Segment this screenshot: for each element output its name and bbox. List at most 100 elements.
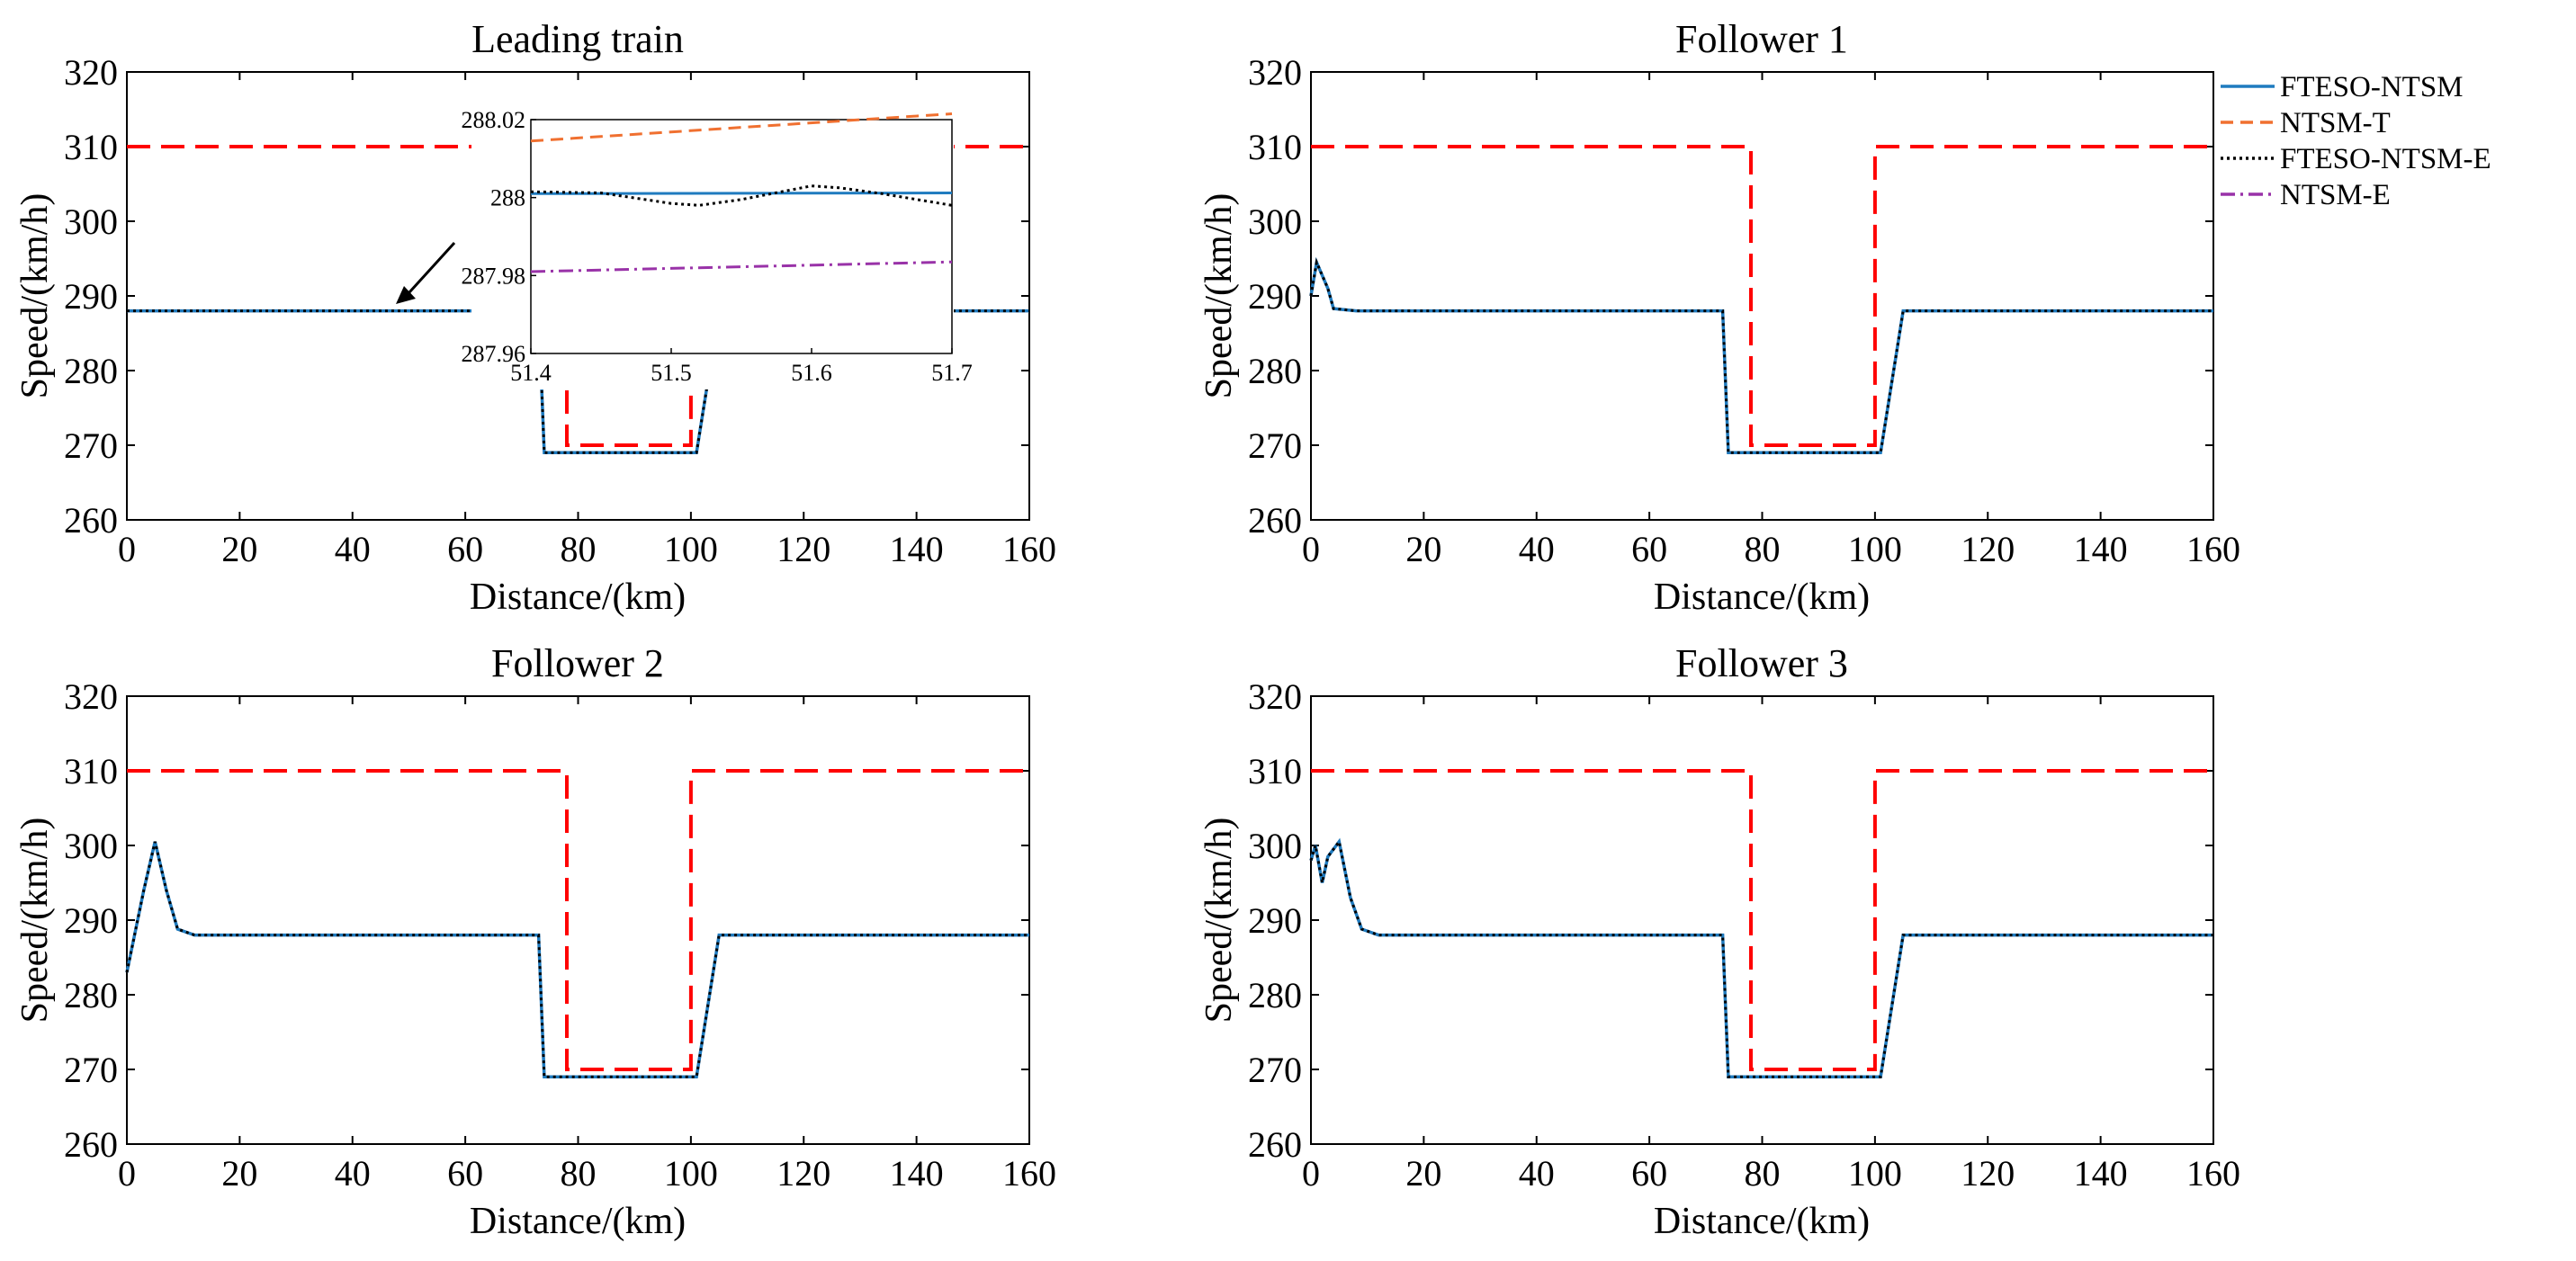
inset-x-tick-label: 51.4 [510, 360, 552, 386]
x-tick-label: 160 [1002, 529, 1056, 569]
x-tick-label: 140 [2074, 529, 2128, 569]
inset-y-tick-label: 288 [490, 185, 525, 211]
legend-label: FTESO-NTSM [2280, 71, 2464, 103]
x-tick-label: 100 [664, 1153, 718, 1194]
y-tick-label: 270 [64, 1050, 118, 1090]
y-tick-label: 280 [64, 975, 118, 1015]
y-axis-label: Speed/(km/h) [14, 818, 56, 1024]
ticks: 0 20 40 60 80 100 120 140 160 260 270 280 290 300 310 3… [1248, 52, 2240, 569]
y-tick-label: 290 [1248, 276, 1302, 317]
y-tick-label: 260 [64, 500, 118, 541]
x-tick-label: 140 [2074, 1153, 2128, 1194]
x-tick-label: 100 [1848, 1153, 1902, 1194]
panel-title: Follower 1 [1675, 17, 1848, 61]
ticks: 0 20 40 60 80 100 120 140 160 260 270 280 290 300 310 3… [64, 676, 1056, 1194]
x-tick-label: 80 [561, 1153, 597, 1194]
x-tick-label: 120 [1961, 529, 2015, 569]
series-fteso-ntsm [1309, 837, 2213, 1079]
curves [125, 769, 1029, 1079]
x-tick-label: 80 [1745, 529, 1781, 569]
y-tick-label: 280 [1248, 351, 1302, 391]
zoom-arrow [396, 241, 456, 304]
x-tick-label: 20 [1405, 1153, 1441, 1194]
series-fteso-ntsm [1309, 256, 2213, 455]
x-tick-label: 140 [890, 1153, 944, 1194]
panel-follower-3: Follower 3 0 20 40 60 80 100 120 140 160 260 270 28… [1198, 641, 2240, 1242]
x-tick-label: 100 [1848, 529, 1902, 569]
x-tick-label: 100 [664, 529, 718, 569]
inset-curves [530, 112, 953, 273]
y-tick-label: 270 [1248, 1050, 1302, 1090]
y-tick-label: 310 [64, 751, 118, 791]
inset-ticks: 51.4 51.5 51.6 51.7 287.96 287.98 288 288.02 [462, 107, 973, 386]
inset-background [471, 120, 954, 389]
curves [1309, 769, 2213, 1079]
x-tick-label: 60 [447, 1153, 483, 1194]
x-tick-label: 120 [776, 529, 830, 569]
series-fteso-ntsm-e [125, 841, 1029, 1078]
y-tick-label: 290 [64, 276, 118, 317]
series-ntsm-e [1309, 257, 2213, 454]
inset-frame [530, 119, 953, 354]
series-ntsm-t [1309, 838, 2213, 1078]
series-ntsm-e [1309, 838, 2213, 1078]
y-tick-label: 300 [1248, 826, 1302, 866]
y-tick-label: 280 [1248, 975, 1302, 1015]
x-tick-label: 40 [335, 529, 371, 569]
inset-x-tick-label: 51.5 [651, 360, 692, 386]
x-tick-label: 60 [447, 529, 483, 569]
inset-y-tick-label: 287.96 [462, 341, 526, 367]
x-tick-label: 160 [1002, 1153, 1056, 1194]
inset-series-ntsm-t [530, 112, 953, 143]
x-tick-label: 120 [776, 1153, 830, 1194]
legend-label: NTSM-T [2280, 107, 2391, 139]
speed-limit-line [1311, 769, 2213, 1071]
x-axis-label: Distance/(km) [1654, 577, 1870, 618]
y-tick-label: 310 [1248, 127, 1302, 167]
y-tick-label: 290 [64, 900, 118, 941]
x-tick-label: 20 [1405, 529, 1441, 569]
x-axis-label: Distance/(km) [1654, 1201, 1870, 1242]
legend: FTESO-NTSM NTSM-T FTESO-NTSM-E NTSM-E [2221, 71, 2491, 211]
y-axis-label: Speed/(km/h) [1198, 193, 1240, 399]
series-ntsm-t [1309, 257, 2213, 454]
x-tick-label: 160 [2186, 529, 2240, 569]
y-tick-label: 260 [1248, 500, 1302, 541]
series-fteso-ntsm-e [1309, 838, 2213, 1078]
x-tick-label: 140 [890, 529, 944, 569]
x-axis-label: Distance/(km) [470, 577, 686, 618]
x-tick-label: 0 [1302, 1153, 1320, 1194]
panel-title: Leading train [471, 17, 684, 61]
x-tick-label: 0 [1302, 529, 1320, 569]
panel-follower-2: Follower 2 0 20 40 60 80 100 120 140 160 260 270 28… [14, 641, 1056, 1242]
y-tick-label: 310 [1248, 751, 1302, 791]
inset-y-tick-label: 287.98 [462, 263, 526, 289]
y-tick-label: 300 [64, 826, 118, 866]
inset-x-tick-label: 51.6 [791, 360, 832, 386]
series-fteso-ntsm [125, 841, 1029, 1079]
inset-y-tick-label: 288.02 [462, 107, 526, 133]
panel-title: Follower 3 [1675, 641, 1848, 685]
legend-label: NTSM-E [2280, 179, 2391, 211]
y-tick-label: 320 [1248, 676, 1302, 717]
y-tick-label: 300 [1248, 201, 1302, 242]
x-tick-label: 20 [221, 529, 257, 569]
y-axis-label: Speed/(km/h) [14, 193, 56, 399]
panel-leading-train: Leading train 0 20 40 60 80 100 120 140 160 260 27… [14, 17, 1056, 618]
x-tick-label: 40 [335, 1153, 371, 1194]
series-fteso-ntsm-e [1309, 257, 2213, 454]
y-tick-label: 320 [64, 676, 118, 717]
y-axis-label: Speed/(km/h) [1198, 818, 1240, 1024]
y-tick-label: 320 [1248, 52, 1302, 93]
series-ntsm-t [125, 841, 1029, 1078]
series-ntsm-e [125, 841, 1029, 1078]
speed-limit-line [1311, 145, 2213, 447]
y-tick-label: 270 [1248, 425, 1302, 466]
ticks: 0 20 40 60 80 100 120 140 160 260 270 280 290 300 310 3… [1248, 676, 2240, 1194]
y-tick-label: 280 [64, 351, 118, 391]
y-tick-label: 300 [64, 201, 118, 242]
y-tick-label: 260 [64, 1124, 118, 1165]
y-tick-label: 320 [64, 52, 118, 93]
curves [1309, 145, 2213, 455]
